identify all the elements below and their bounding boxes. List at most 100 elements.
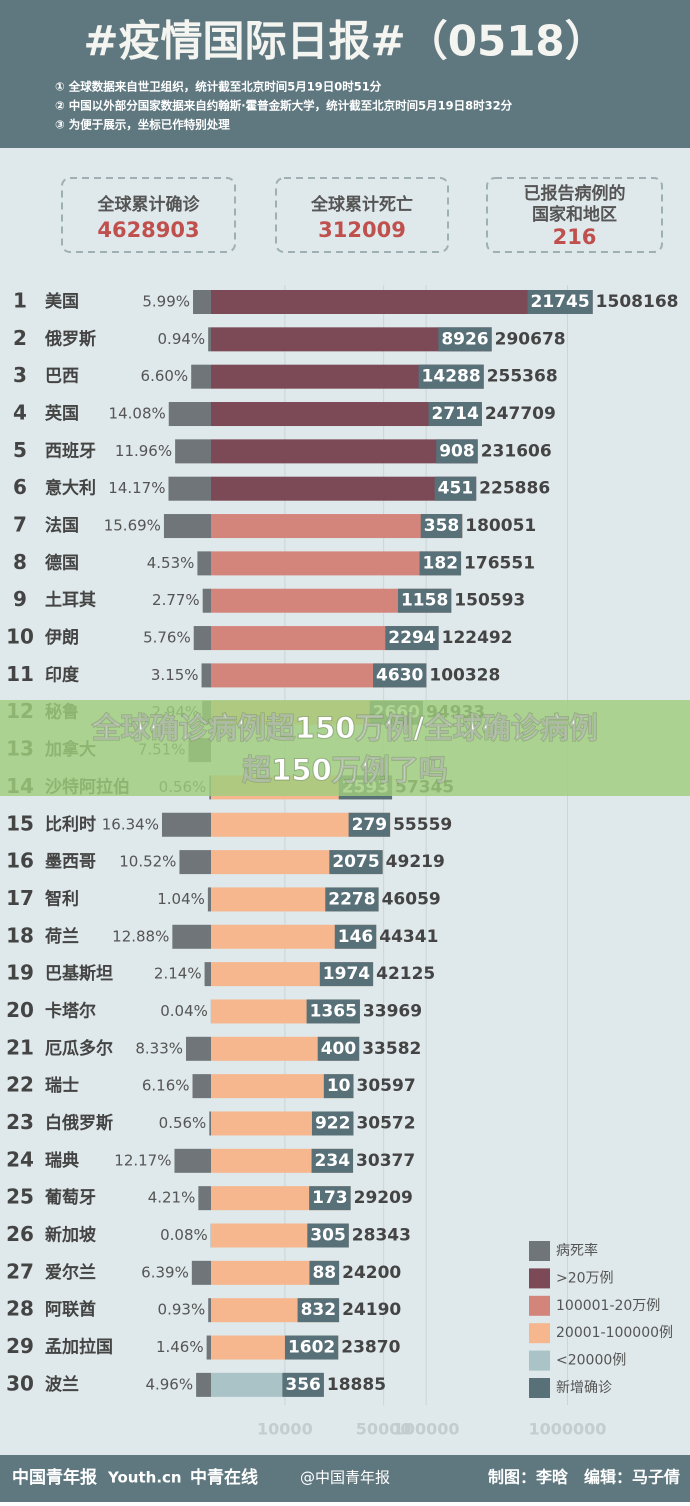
country: 比利时 xyxy=(45,814,96,835)
rank: 26 xyxy=(6,1222,34,1246)
fatality-bar xyxy=(202,663,211,687)
new-cases-label: 1158 xyxy=(401,591,448,611)
fatality-label: 0.04% xyxy=(160,1002,208,1020)
country: 印度 xyxy=(45,664,80,685)
new-cases-label: 451 xyxy=(438,479,474,499)
country: 瑞典 xyxy=(45,1150,79,1171)
fatality-label: 0.56% xyxy=(159,1114,207,1132)
new-cases-label: 8926 xyxy=(441,329,488,349)
x-tick-label: 1000000 xyxy=(528,1420,606,1439)
new-cases-label: 146 xyxy=(338,927,374,947)
rank: 28 xyxy=(6,1297,34,1321)
legend-swatch xyxy=(529,1268,550,1288)
logo: Youth.cn xyxy=(107,1469,182,1487)
total-label: 122492 xyxy=(442,628,513,648)
fatality-label: 4.96% xyxy=(145,1375,193,1393)
note: ② 中国以外部分国家数据来自约翰斯·霍普金斯大学，统计截至北京时间5月19日8时… xyxy=(55,99,513,113)
fatality-bar xyxy=(175,439,211,463)
country: 新加坡 xyxy=(45,1225,96,1246)
fatality-bar xyxy=(186,1037,211,1061)
fatality-bar xyxy=(208,327,211,351)
fatality-label: 0.08% xyxy=(160,1226,208,1244)
rank: 30 xyxy=(6,1371,34,1395)
fatality-bar xyxy=(168,477,211,501)
country: 英国 xyxy=(45,403,79,424)
rank: 23 xyxy=(6,1110,34,1134)
fatality-bar xyxy=(196,1373,211,1397)
total-label: 29209 xyxy=(354,1188,413,1208)
new-cases-label: 832 xyxy=(301,1300,337,1320)
country: 俄罗斯 xyxy=(44,328,96,349)
legend-swatch xyxy=(529,1296,550,1316)
total-label: 49219 xyxy=(386,852,445,872)
summary-value: 4628903 xyxy=(97,218,199,242)
fatality-bar xyxy=(203,589,211,613)
rank: 16 xyxy=(6,849,34,873)
fatality-label: 12.88% xyxy=(112,927,169,945)
rank: 24 xyxy=(6,1147,34,1171)
fatality-bar xyxy=(207,1336,211,1360)
total-label: 18885 xyxy=(327,1375,386,1395)
country: 巴基斯坦 xyxy=(45,963,113,984)
logo: 中青在线 xyxy=(190,1467,258,1488)
new-cases-label: 14288 xyxy=(422,367,481,387)
legend-swatch xyxy=(529,1241,550,1261)
rank: 6 xyxy=(13,475,27,499)
country: 葡萄牙 xyxy=(44,1187,96,1208)
new-cases-label: 182 xyxy=(423,553,459,573)
fatality-bar xyxy=(193,290,211,314)
fatality-bar xyxy=(174,1149,211,1173)
total-label: 231606 xyxy=(481,441,552,461)
total-label: 44341 xyxy=(379,927,438,947)
total-label: 225886 xyxy=(479,479,550,499)
country: 厄瓜多尔 xyxy=(45,1038,113,1059)
legend-swatch xyxy=(529,1351,550,1371)
country: 阿联酋 xyxy=(45,1299,96,1320)
total-label: 30597 xyxy=(357,1076,416,1096)
fatality-label: 0.94% xyxy=(158,330,206,348)
fatality-label: 11.96% xyxy=(115,442,172,460)
new-cases-label: 922 xyxy=(315,1113,351,1133)
fatality-label: 0.93% xyxy=(158,1301,206,1319)
new-cases-label: 2075 xyxy=(332,852,379,872)
total-label: 247709 xyxy=(485,404,556,424)
country: 瑞士 xyxy=(45,1075,79,1096)
country: 白俄罗斯 xyxy=(45,1112,113,1133)
country: 智利 xyxy=(45,888,79,909)
fatality-label: 2.77% xyxy=(152,591,200,609)
new-cases-label: 21745 xyxy=(531,292,590,312)
fatality-label: 6.16% xyxy=(142,1077,190,1095)
rank: 10 xyxy=(6,625,34,649)
fatality-bar xyxy=(193,1074,211,1098)
rank: 21 xyxy=(6,1035,34,1059)
country: 孟加拉国 xyxy=(45,1337,113,1358)
total-label: 42125 xyxy=(376,964,435,984)
total-label: 100328 xyxy=(429,665,500,685)
total-label: 30572 xyxy=(356,1113,415,1133)
fatality-bar xyxy=(209,1111,211,1135)
new-cases-label: 4630 xyxy=(376,665,423,685)
new-cases-label: 908 xyxy=(439,441,475,461)
rank: 29 xyxy=(6,1334,34,1358)
rank: 8 xyxy=(13,550,27,574)
legend-label: 病死率 xyxy=(556,1242,598,1259)
fatality-label: 14.17% xyxy=(108,479,165,497)
legend-label: >20万例 xyxy=(556,1270,614,1286)
rank: 27 xyxy=(6,1259,34,1283)
handle: @中国青年报 xyxy=(300,1469,390,1487)
overlay-text: 超150万例了吗 xyxy=(242,753,448,787)
total-label: 46059 xyxy=(382,889,441,909)
country: 法国 xyxy=(45,515,79,536)
fatality-label: 8.33% xyxy=(135,1039,183,1057)
fatality-label: 6.60% xyxy=(141,367,189,385)
total-label: 23870 xyxy=(341,1338,400,1358)
credits: 制图：李晗 编辑：马子倩 xyxy=(488,1468,680,1487)
total-label: 1508168 xyxy=(596,292,679,312)
legend-swatch xyxy=(529,1323,550,1343)
new-cases-label: 1365 xyxy=(310,1001,357,1021)
total-label: 150593 xyxy=(454,591,525,611)
total-label: 24190 xyxy=(342,1300,401,1320)
fatality-bar xyxy=(169,402,211,426)
fatality-bar xyxy=(198,1186,211,1210)
